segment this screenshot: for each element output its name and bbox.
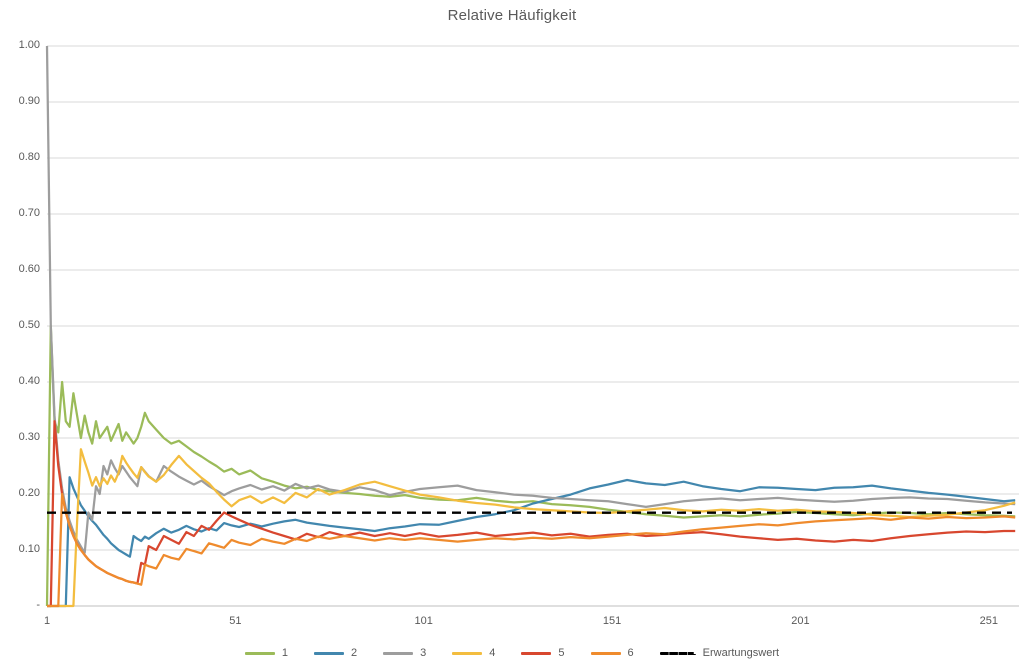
legend-item-6: 6 — [590, 647, 634, 659]
y-tick-label: 0.60 — [18, 263, 40, 275]
y-tick-label: 0.30 — [18, 431, 40, 443]
y-tick-label: 0.80 — [18, 151, 40, 163]
legend-swatch — [314, 651, 345, 655]
legend-item-Erwartungswert: Erwartungswert — [659, 647, 780, 659]
legend-item-3: 3 — [383, 647, 426, 659]
legend-item-4: 4 — [452, 647, 495, 659]
legend-item-2: 2 — [314, 647, 357, 659]
legend-swatch — [521, 651, 552, 655]
series-line-4 — [47, 448, 1016, 608]
legend-swatch — [452, 651, 483, 655]
series-line-1 — [45, 324, 1016, 607]
legend-label: 5 — [558, 647, 565, 659]
legend-label: 3 — [420, 647, 427, 659]
y-tick-label: 1.00 — [18, 39, 40, 51]
x-tick-label: 201 — [791, 615, 810, 627]
legend: 1 2 3 4 5 6 Erwartungswert — [0, 647, 1024, 659]
series-line-3 — [45, 45, 1016, 554]
legend-swatch — [383, 651, 414, 655]
x-tick-label: 1 — [43, 615, 51, 627]
y-tick-label: 0.70 — [18, 207, 40, 219]
x-tick-label: 51 — [229, 615, 242, 627]
y-tick-label: 0.90 — [18, 95, 40, 107]
legend-item-5: 5 — [521, 647, 565, 659]
y-tick-label: 0.40 — [18, 375, 40, 387]
y-tick-label: - — [36, 599, 40, 611]
legend-item-1: 1 — [244, 647, 289, 659]
series-line-2 — [47, 476, 1016, 608]
x-tick-label: 101 — [414, 615, 433, 627]
legend-label: 6 — [627, 647, 634, 659]
x-tick-label: 151 — [602, 615, 622, 627]
series-line-6 — [47, 492, 1016, 608]
legend-label: 4 — [489, 647, 496, 659]
legend-swatch — [244, 651, 275, 655]
legend-swatch — [590, 651, 621, 655]
x-tick-label: 251 — [979, 615, 998, 627]
chart-title: Relative Häufigkeit — [447, 7, 577, 24]
y-tick-label: 0.10 — [18, 543, 40, 555]
y-tick-label: 0.20 — [18, 487, 40, 499]
legend-label: 2 — [351, 647, 358, 659]
legend-label: Erwartungswert — [702, 647, 780, 659]
legend-swatch — [659, 651, 696, 655]
legend-label: 1 — [281, 647, 289, 659]
y-tick-label: 0.50 — [18, 319, 40, 331]
